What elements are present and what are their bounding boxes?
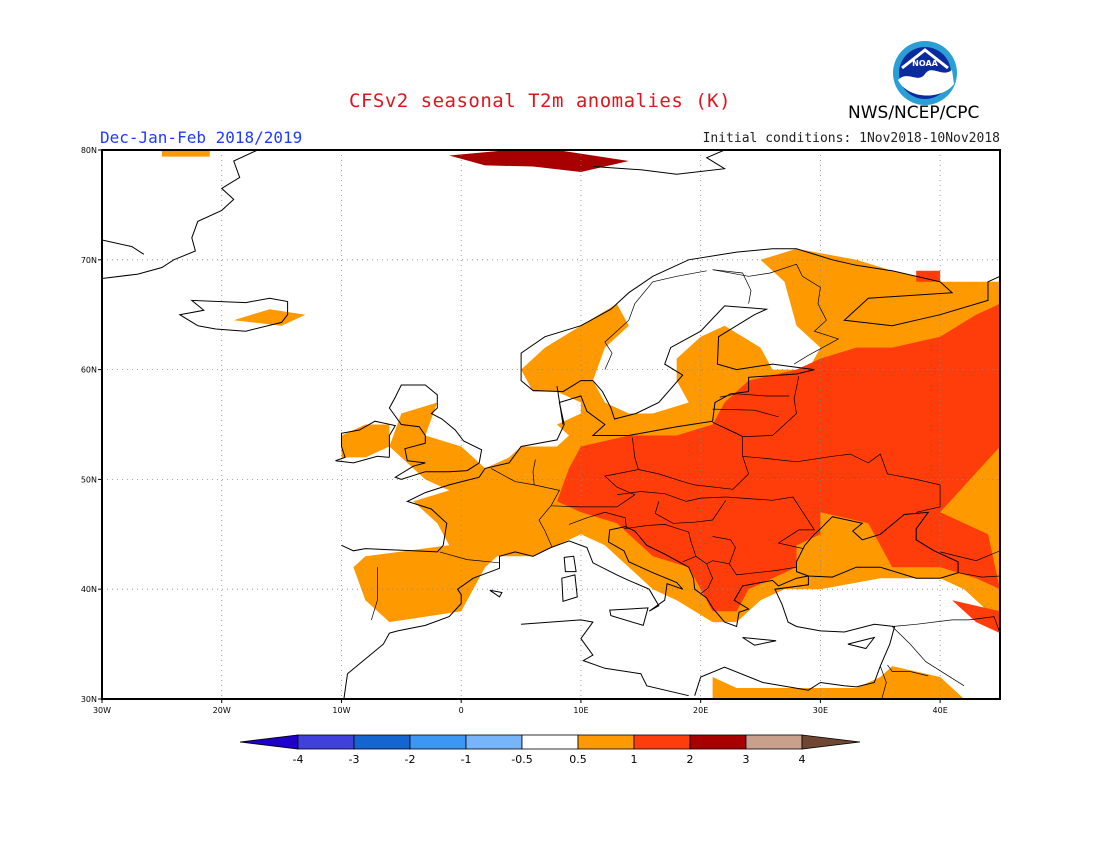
country-border-18	[793, 264, 840, 365]
country-border-8	[654, 500, 727, 524]
coastline-8	[592, 150, 727, 175]
noaa-logo-icon: NOAA	[893, 41, 957, 105]
lon-tick-label: 20W	[213, 706, 231, 715]
country-border-0	[439, 551, 500, 564]
colorbar-segment	[633, 734, 691, 750]
lon-tick-label: 30W	[93, 706, 111, 715]
coastline-2	[796, 511, 959, 579]
colorbar-label: 4	[799, 753, 806, 766]
coastline-0	[341, 248, 1000, 553]
colorbar-min-arrow	[239, 734, 299, 750]
country-border-11	[725, 496, 816, 549]
island-outline-3	[742, 637, 777, 646]
colorbar-segment	[297, 734, 355, 750]
colorbar-label: -2	[405, 753, 416, 766]
country-border-21	[712, 269, 752, 304]
anomaly-region-2	[161, 150, 210, 157]
country-border-17	[719, 393, 790, 398]
colorbar-label: 3	[743, 753, 750, 766]
season-label: Dec-Jan-Feb 2018/2019	[100, 128, 303, 147]
country-border-26	[887, 664, 929, 677]
lat-tick-label: 80N	[81, 146, 97, 155]
anomaly-region-4	[557, 303, 1000, 612]
coastline-11	[343, 632, 390, 699]
country-border-14	[742, 453, 941, 513]
lat-tick-label: 60N	[81, 366, 97, 375]
country-border-1	[371, 567, 378, 621]
country-border-20	[604, 270, 707, 370]
coastline-7	[102, 239, 145, 255]
lon-tick-label: 0	[459, 706, 464, 715]
country-border-5	[568, 511, 627, 528]
country-border-4	[550, 437, 639, 508]
coastline-1	[389, 526, 896, 696]
lon-tick-label: 40E	[933, 706, 948, 715]
agency-label: NWS/NCEP/CPC	[848, 103, 980, 123]
country-border-3	[532, 459, 536, 485]
coastline-3	[388, 384, 483, 480]
country-border-27	[879, 665, 887, 699]
island-outline-5	[489, 589, 503, 598]
colorbar-segment	[465, 734, 523, 750]
colorbar-label: -3	[349, 753, 360, 766]
colorbar-segment	[353, 734, 411, 750]
country-border-15	[712, 376, 800, 437]
country-border-23	[958, 572, 1000, 578]
colorbar-label: -4	[293, 753, 304, 766]
coastline-9	[556, 386, 564, 425]
anomaly-region-5	[952, 600, 1000, 634]
axis-ticks-layer: 30W 20W 10W 0 10E 20E 30E 40E 30N 40N 50N 60N 70N 80N	[81, 146, 948, 715]
country-border-25	[891, 626, 965, 687]
country-border-layer	[371, 263, 1000, 699]
colorbar-label: -0.5	[511, 753, 532, 766]
colorbar-segment	[409, 734, 467, 750]
country-border-13	[700, 563, 713, 594]
lat-tick-label: 30N	[81, 695, 97, 704]
colorbar-label: 0.5	[569, 753, 587, 766]
lon-tick-label: 20E	[693, 706, 708, 715]
country-border-6	[638, 421, 750, 490]
colorbar-segment	[745, 734, 803, 750]
colorbar-segment	[577, 734, 635, 750]
country-border-24	[892, 616, 1000, 634]
colorbar-max-arrow	[801, 734, 861, 750]
colorbar-label: -1	[461, 753, 472, 766]
colorbar-label: 2	[687, 753, 694, 766]
lon-tick-label: 30E	[813, 706, 828, 715]
lat-tick-label: 50N	[81, 475, 97, 484]
lon-tick-label: 10E	[573, 706, 588, 715]
country-border-19	[712, 263, 797, 277]
initial-conditions-label: Initial conditions: 1Nov2018-10Nov2018	[702, 131, 1000, 146]
anomaly-region-3	[341, 424, 390, 458]
island-outline-1	[563, 555, 577, 573]
island-outline-2	[609, 607, 649, 627]
lat-tick-label: 70N	[81, 256, 97, 265]
lon-tick-label: 10W	[332, 706, 350, 715]
colorbar-label: 1	[631, 753, 638, 766]
country-border-12	[729, 563, 797, 576]
lat-tick-label: 40N	[81, 585, 97, 594]
coastline-layer	[102, 150, 1000, 699]
coastline-10	[521, 619, 689, 697]
coastline-5	[178, 297, 289, 332]
country-border-2	[490, 468, 560, 548]
chart-title: CFSv2 seasonal T2m anomalies (K)	[349, 90, 732, 112]
colorbar-segment	[689, 734, 747, 750]
island-outline-0	[561, 574, 578, 602]
logo-text: NOAA	[912, 59, 938, 68]
country-border-22	[940, 550, 1000, 562]
anomaly-region-7	[449, 150, 629, 172]
anomaly-fill-layer	[161, 150, 1000, 699]
map-frame	[101, 149, 1001, 700]
colorbar-segment	[521, 734, 579, 750]
country-border-7	[616, 491, 726, 502]
coastline-6	[102, 150, 258, 279]
island-outline-4	[847, 636, 876, 650]
anomaly-region-6	[916, 270, 941, 282]
coastline-4	[335, 420, 397, 464]
colorbar: -4 -3 -2 -1 -0.5 0.5 1 2 3 4	[239, 734, 861, 766]
country-border-16	[712, 408, 779, 418]
